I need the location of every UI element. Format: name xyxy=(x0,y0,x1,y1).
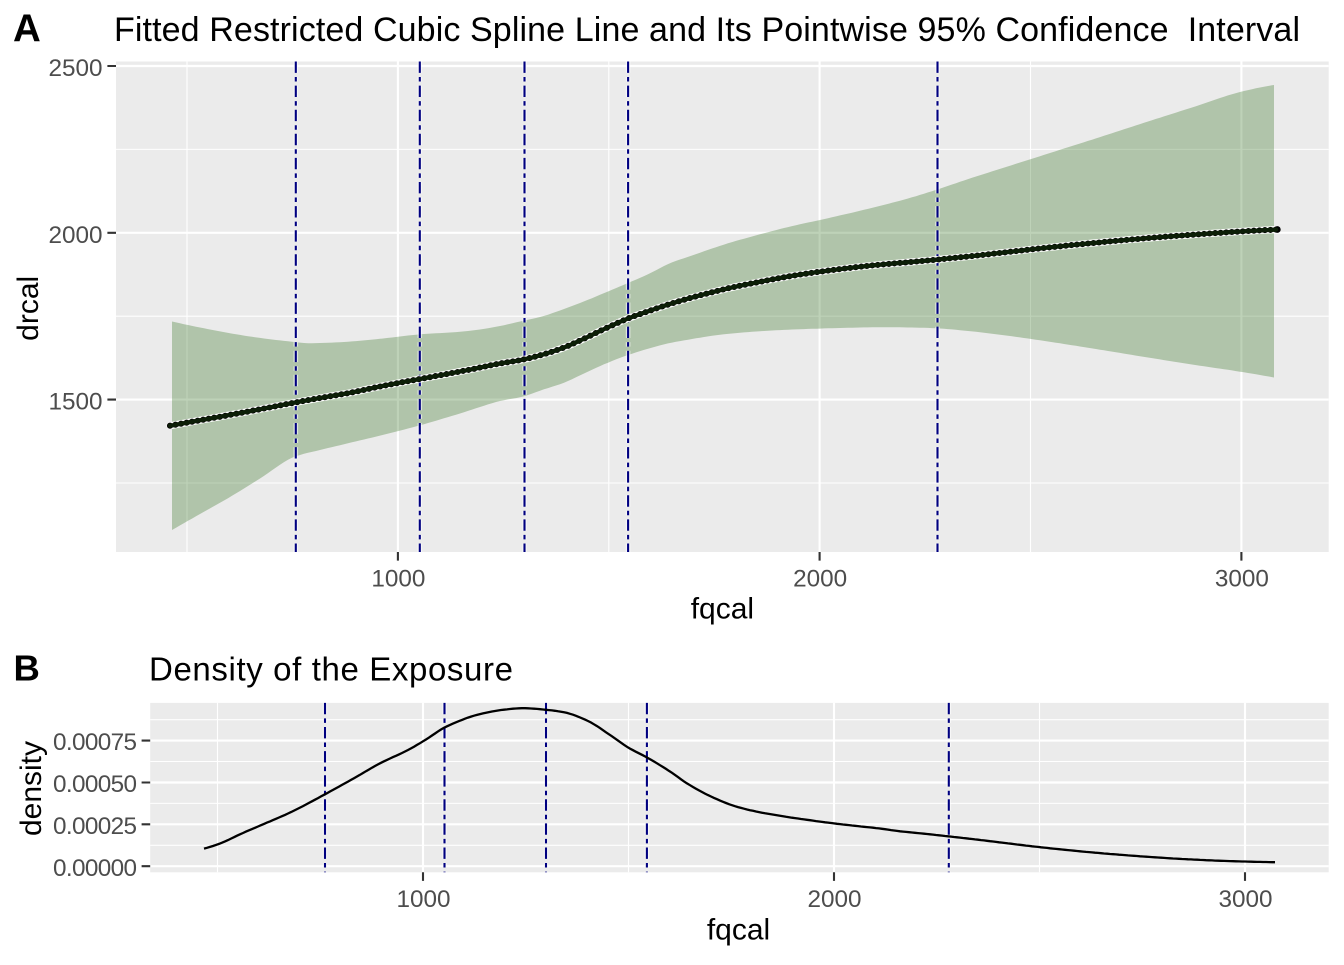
svg-text:drcal: drcal xyxy=(12,276,45,341)
svg-text:B: B xyxy=(14,648,40,689)
svg-text:0.00050: 0.00050 xyxy=(53,771,137,798)
svg-text:2000: 2000 xyxy=(793,566,847,593)
svg-text:A: A xyxy=(13,8,41,51)
svg-text:fqcal: fqcal xyxy=(691,592,754,625)
svg-text:1000: 1000 xyxy=(371,566,425,593)
svg-text:2000: 2000 xyxy=(807,886,861,913)
svg-text:2500: 2500 xyxy=(48,55,102,82)
svg-text:3000: 3000 xyxy=(1218,886,1272,913)
svg-text:fqcal: fqcal xyxy=(707,913,770,946)
svg-text:3000: 3000 xyxy=(1215,566,1269,593)
svg-text:Fitted Restricted Cubic Spline: Fitted Restricted Cubic Spline Line and … xyxy=(114,11,1300,49)
svg-text:density: density xyxy=(15,741,48,836)
svg-text:2000: 2000 xyxy=(48,222,102,249)
svg-text:Density of the Exposure: Density of the Exposure xyxy=(149,651,513,688)
svg-text:0.00000: 0.00000 xyxy=(53,855,137,882)
svg-text:1000: 1000 xyxy=(396,886,450,913)
svg-text:0.00025: 0.00025 xyxy=(53,813,137,840)
svg-text:1500: 1500 xyxy=(48,389,102,416)
svg-text:0.00075: 0.00075 xyxy=(53,729,137,756)
